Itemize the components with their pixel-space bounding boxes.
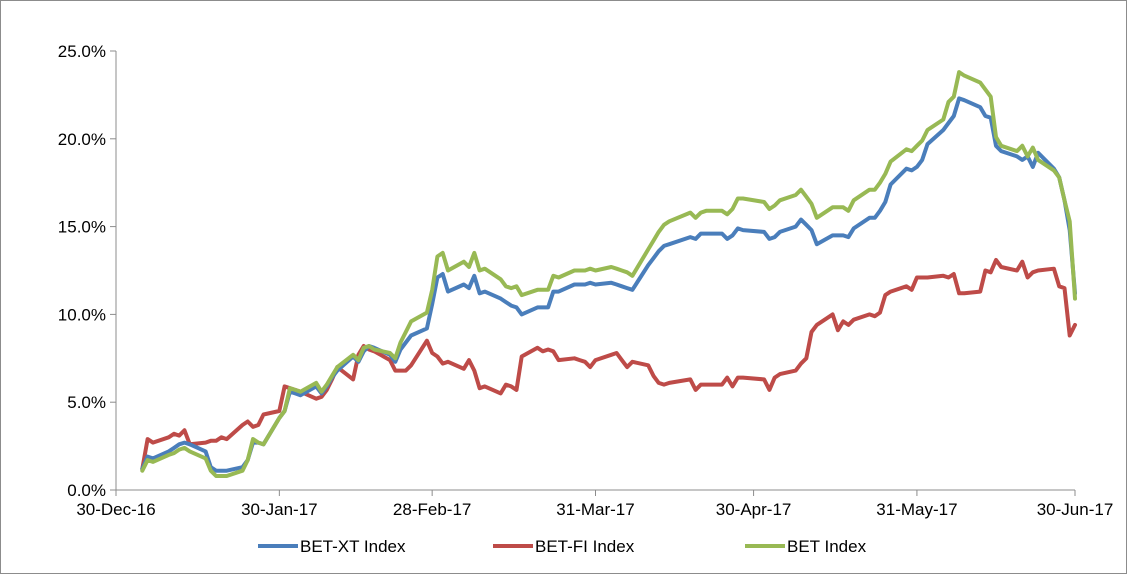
y-tick-label: 15.0% bbox=[58, 218, 106, 237]
x-tick-label: 30-Jun-17 bbox=[1037, 500, 1114, 519]
x-tick-label: 30-Jan-17 bbox=[241, 500, 318, 519]
legend-label: BET Index bbox=[787, 537, 867, 556]
y-tick-label: 5.0% bbox=[67, 393, 106, 412]
series-line-bet-xt-index bbox=[140, 96, 1077, 473]
x-tick-label: 28-Feb-17 bbox=[393, 500, 471, 519]
y-tick-label: 20.0% bbox=[58, 130, 106, 149]
x-tick-label: 31-Mar-17 bbox=[556, 500, 634, 519]
x-tick-label: 30-Apr-17 bbox=[716, 500, 792, 519]
legend-label: BET-XT Index bbox=[300, 537, 406, 556]
x-tick-label: 31-May-17 bbox=[876, 500, 957, 519]
legend-label: BET-FI Index bbox=[535, 537, 635, 556]
series-line-bet-index bbox=[140, 70, 1077, 478]
y-tick-label: 10.0% bbox=[58, 305, 106, 324]
y-tick-label: 0.0% bbox=[67, 481, 106, 500]
y-tick-label: 25.0% bbox=[58, 42, 106, 61]
x-tick-label: 30-Dec-16 bbox=[76, 500, 155, 519]
series-line-bet-fi-index bbox=[140, 258, 1077, 471]
